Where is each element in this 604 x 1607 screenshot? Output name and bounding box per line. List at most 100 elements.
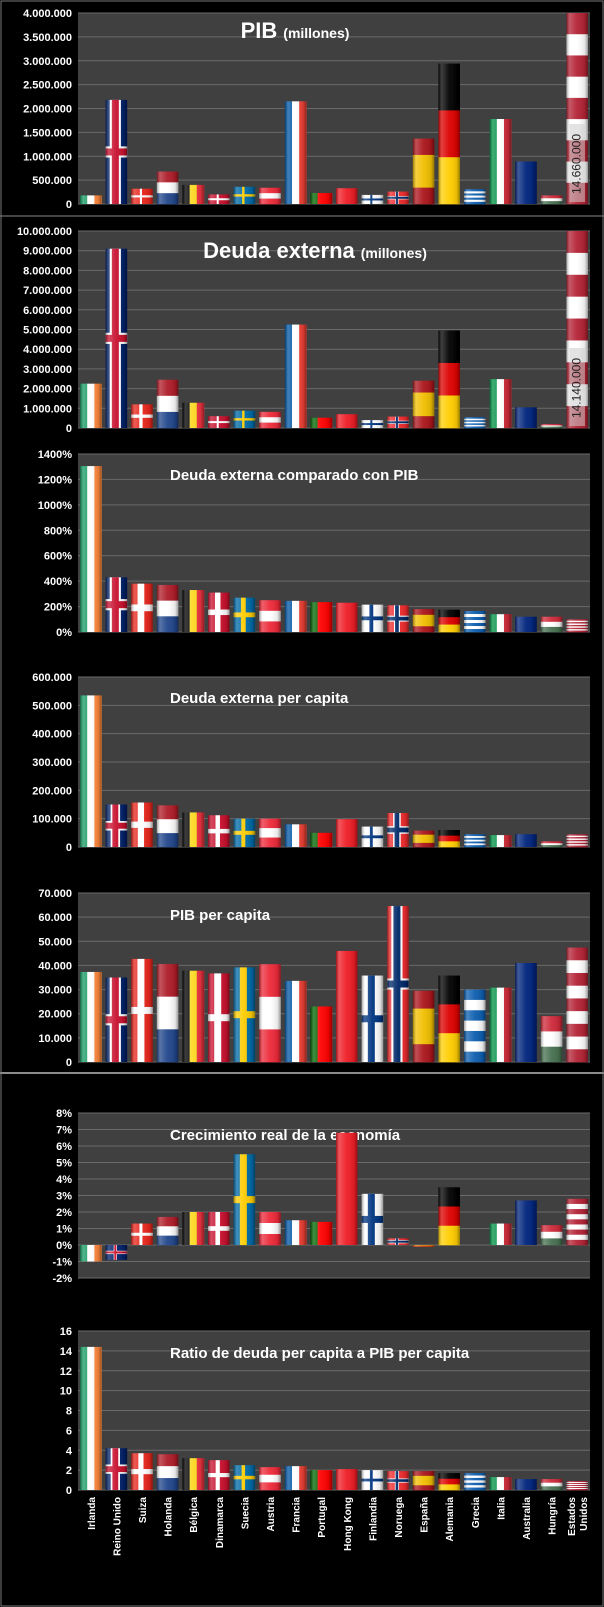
y-tick-label: 500.000 bbox=[32, 175, 72, 187]
y-tick-label: 800% bbox=[44, 525, 72, 537]
flag-stripe bbox=[284, 1220, 307, 1245]
bar-irlanda bbox=[80, 383, 102, 428]
x-tick-label: Hong Kong bbox=[343, 1497, 354, 1551]
bar-dinamarca bbox=[208, 815, 230, 847]
overflow-label-bg bbox=[569, 124, 585, 202]
x-tick-label: Italia bbox=[496, 1497, 507, 1520]
bar-italia bbox=[489, 835, 512, 847]
bar-finlandia bbox=[361, 1470, 384, 1490]
y-tick-label: 4% bbox=[56, 1174, 72, 1186]
bar-australia bbox=[515, 161, 537, 204]
bar-finlandia bbox=[361, 604, 384, 632]
x-label: Grecia bbox=[471, 1497, 482, 1529]
chart-title-text: Deuda externa per capita bbox=[170, 690, 349, 707]
chart-title-text: PIB bbox=[241, 18, 278, 43]
flag-stripe bbox=[361, 604, 384, 632]
flag-stripe bbox=[105, 977, 128, 1062]
chart-1: 0 500.000 1.000.000 1.500.000 2.000.000 2.500… bbox=[23, 8, 590, 211]
flag-stripe bbox=[310, 193, 332, 204]
flag-stripe bbox=[464, 1473, 486, 1490]
flag-stripe bbox=[387, 906, 409, 1062]
flag-stripe bbox=[515, 834, 537, 847]
bar-noruega bbox=[387, 1238, 409, 1245]
x-tick-label: Grecia bbox=[471, 1497, 482, 1529]
y-tick-label: 3% bbox=[56, 1191, 72, 1203]
flag-stripe bbox=[284, 101, 307, 204]
x-label: Hong Kong bbox=[343, 1497, 354, 1551]
chart-title-text: PIB per capita bbox=[170, 907, 271, 924]
y-tick-label: 10.000.000 bbox=[17, 226, 72, 238]
flag-stripe bbox=[105, 804, 128, 847]
bar-bélgica bbox=[182, 590, 205, 632]
flag-stripe bbox=[540, 424, 563, 428]
y-tick-label: 12 bbox=[60, 1366, 72, 1378]
flag-stripe bbox=[259, 187, 281, 204]
flag-stripe bbox=[438, 1187, 460, 1245]
bar-holanda bbox=[156, 963, 179, 1063]
x-tick-label: Francia bbox=[292, 1497, 303, 1533]
flag-stripe bbox=[131, 188, 153, 204]
bar-irlanda bbox=[80, 195, 102, 204]
bar-hong-kong bbox=[336, 950, 358, 1062]
flag-stripe bbox=[515, 407, 537, 428]
flag-stripe bbox=[310, 417, 332, 428]
y-tick-label: 60.000 bbox=[38, 912, 72, 924]
y-tick-label: 2.000.000 bbox=[23, 384, 72, 396]
y-tick-label: 2.000.000 bbox=[23, 104, 72, 116]
x-tick-label: Portugal bbox=[317, 1497, 328, 1538]
bar-hungría bbox=[540, 424, 563, 429]
plot-area bbox=[78, 893, 590, 1062]
flag-stripe bbox=[156, 1454, 179, 1490]
bar-bélgica bbox=[182, 402, 205, 428]
bar-austria bbox=[259, 1467, 281, 1491]
flag-stripe bbox=[156, 805, 179, 847]
y-tick-label: 100.000 bbox=[32, 814, 72, 826]
y-tick-label: 16 bbox=[60, 1326, 72, 1338]
bar-hungría bbox=[540, 841, 563, 848]
bar-estados-unidos bbox=[566, 619, 588, 633]
x-label: EstadosUnidos bbox=[567, 1497, 590, 1536]
x-label: Hungría bbox=[548, 1497, 559, 1535]
flag-stripe bbox=[566, 834, 588, 847]
x-label: Suecia bbox=[240, 1497, 251, 1530]
y-tick-label: 4.000.000 bbox=[23, 344, 72, 356]
y-tick-label: 2.500.000 bbox=[23, 80, 72, 92]
y-tick-label: 2 bbox=[66, 1465, 72, 1477]
bar-noruega bbox=[387, 605, 409, 632]
bar-portugal bbox=[310, 1221, 333, 1245]
x-tick-label: Dinamarca bbox=[215, 1497, 226, 1549]
chart-5: 0 10.000 20.000 30.000 40.000 50.000 60.000 70.… bbox=[38, 888, 590, 1069]
bar-reino-unido bbox=[105, 577, 128, 632]
flag-stripe bbox=[566, 619, 588, 632]
bar-suecia bbox=[233, 967, 256, 1062]
bar-portugal bbox=[310, 193, 333, 204]
bar-españa bbox=[412, 380, 435, 429]
x-label: Australia bbox=[522, 1497, 533, 1540]
bar-alemania bbox=[438, 609, 460, 633]
x-label: Reino Unido bbox=[112, 1497, 123, 1556]
bar-portugal bbox=[310, 417, 333, 428]
chart-subtitle: (millones) bbox=[283, 25, 349, 41]
bar-bélgica bbox=[182, 184, 205, 204]
flag-stripe bbox=[387, 191, 409, 204]
bar-hong-kong bbox=[336, 1132, 358, 1245]
bar-suecia bbox=[233, 186, 256, 204]
flag-stripe bbox=[259, 818, 281, 847]
bar-hong-kong bbox=[336, 1469, 358, 1490]
flag-stripe bbox=[412, 830, 435, 847]
flag-stripe bbox=[208, 1212, 230, 1245]
bar-dinamarca bbox=[208, 1212, 230, 1245]
bar-españa bbox=[412, 1245, 435, 1247]
bar-holanda bbox=[156, 1454, 179, 1491]
flag-stripe bbox=[361, 1470, 384, 1490]
flag-stripe bbox=[515, 1479, 537, 1490]
flag-stripe bbox=[464, 417, 486, 428]
x-label: Bélgica bbox=[189, 1497, 200, 1533]
chart-title-text: Deuda externa comparado con PIB bbox=[170, 467, 419, 484]
flag-stripe bbox=[412, 990, 435, 1062]
flag-stripe bbox=[156, 1216, 179, 1245]
x-tick-label: Finlandia bbox=[368, 1497, 379, 1541]
flag-stripe bbox=[182, 590, 204, 632]
chart-subtitle: (millones) bbox=[361, 245, 427, 261]
